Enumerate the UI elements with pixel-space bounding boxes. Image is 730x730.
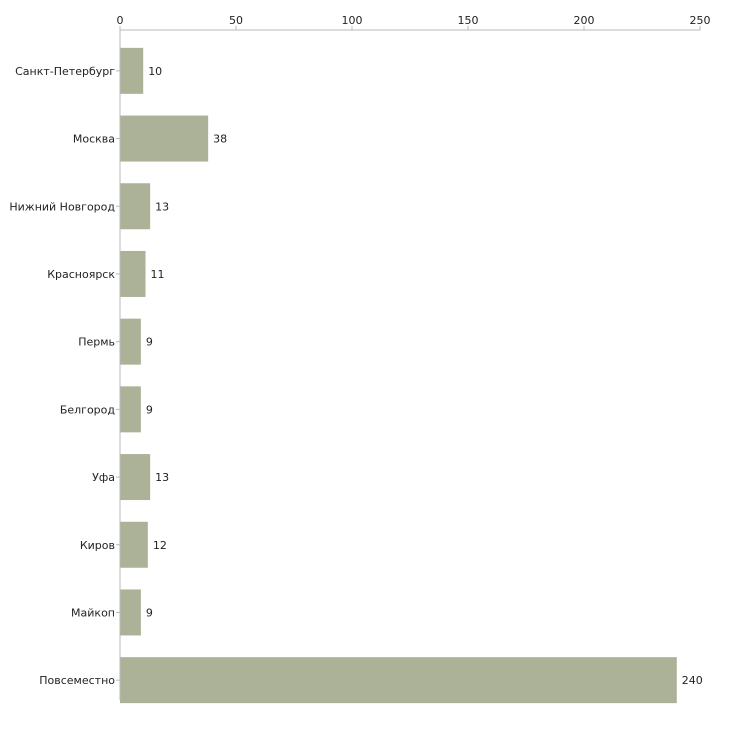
category-label: Москва <box>73 133 115 146</box>
category-label: Нижний Новгород <box>9 200 115 213</box>
value-label: 11 <box>151 268 165 281</box>
value-label: 12 <box>153 539 167 552</box>
value-label: 13 <box>155 471 169 484</box>
bar <box>120 47 144 94</box>
value-label: 9 <box>146 403 153 416</box>
category-label: Белгород <box>60 403 116 416</box>
bar <box>120 386 141 433</box>
bar <box>120 318 141 365</box>
bar <box>120 521 148 568</box>
bar <box>120 589 141 636</box>
x-tick-label: 200 <box>574 14 595 27</box>
value-label: 9 <box>146 336 153 349</box>
bar <box>120 250 146 297</box>
x-tick-label: 0 <box>117 14 124 27</box>
bars-group: Санкт-Петербург 10 Москва 38 Нижний Новгород… <box>9 47 703 704</box>
category-label: Киров <box>80 539 115 552</box>
category-label: Майкоп <box>71 606 115 619</box>
category-label: Санкт-Петербург <box>15 65 115 78</box>
x-tick-label: 150 <box>458 14 479 27</box>
value-label: 9 <box>146 606 153 619</box>
x-tick-label: 100 <box>342 14 363 27</box>
x-axis-ticks: 0 50 100 150 200 250 <box>117 14 711 30</box>
x-tick-label: 250 <box>690 14 711 27</box>
category-label: Красноярск <box>47 268 115 281</box>
bar <box>120 454 151 501</box>
category-label: Уфа <box>92 471 115 484</box>
bar <box>120 183 151 230</box>
x-tick-label: 50 <box>229 14 243 27</box>
bar <box>120 115 209 162</box>
category-label: Повсеместно <box>39 674 115 687</box>
value-label: 38 <box>213 133 227 146</box>
bar <box>120 657 677 704</box>
category-label: Пермь <box>78 336 115 349</box>
value-label: 10 <box>148 65 162 78</box>
value-label: 13 <box>155 200 169 213</box>
value-label: 240 <box>682 674 703 687</box>
